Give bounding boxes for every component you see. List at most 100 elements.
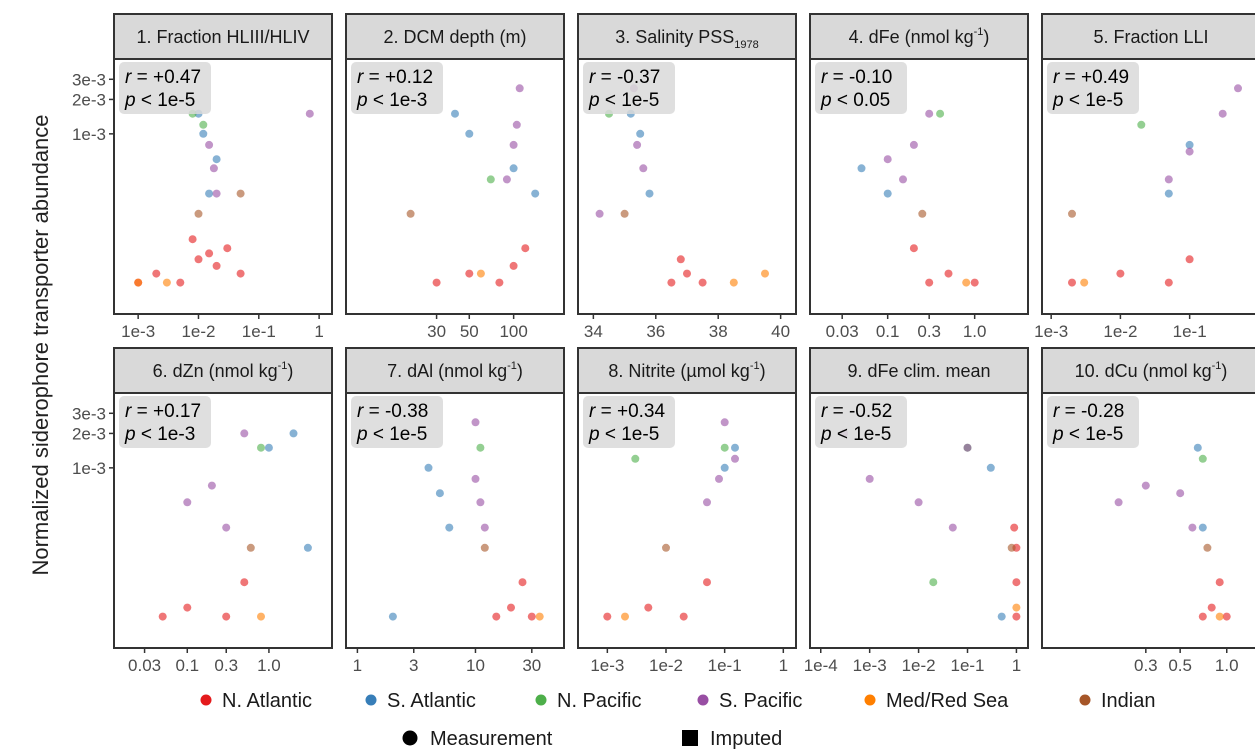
panel-8-stat-p: p < 1e-5 xyxy=(588,424,659,445)
panel-4-stat-r: r = -0.10 xyxy=(821,67,892,88)
panel-8-point-s-pacific0 xyxy=(703,498,711,507)
panel-8-point-s-pacific1 xyxy=(715,474,723,483)
panel-10-xtick-label: 0.5 xyxy=(1168,656,1192,675)
panel-9-xtick-label: 1e-2 xyxy=(902,656,936,675)
panel-3-point-indian0 xyxy=(620,209,629,218)
panel-1-point-s-atlantic2 xyxy=(212,155,221,164)
panel-4-point-s-pacific1 xyxy=(899,175,907,184)
panel-3-point-s-pacific1 xyxy=(639,164,648,173)
panel-2-point-s-atlantic0 xyxy=(451,109,459,118)
panel-5-stat-box xyxy=(1047,62,1139,114)
panel-6-point-s-pacific1 xyxy=(207,481,216,490)
panel-10-point-n-atlantic3 xyxy=(1222,612,1231,621)
panel-9-stat-box xyxy=(815,396,907,448)
panel-6-title: 6. dZn (nmol kg-1) xyxy=(153,360,294,381)
panel-10-stat-box xyxy=(1047,396,1139,448)
panel-6-point-s-pacific0 xyxy=(183,498,192,507)
panel-1-point-s-pacific3 xyxy=(305,109,314,118)
panel-7-stat-box xyxy=(351,396,443,448)
panel-10-point-s-atlantic0 xyxy=(1193,443,1202,452)
panel-2-point-n-atlantic4 xyxy=(521,244,530,253)
panel-9-point-s-pacific2 xyxy=(948,523,957,532)
panel-1-point-indian0 xyxy=(194,209,203,218)
panel-3-stat-r: r = -0.37 xyxy=(589,67,660,88)
panel-5-point-s-pacific1 xyxy=(1185,147,1194,156)
panel-3-point-med-red-sea0 xyxy=(729,278,738,287)
panel-1-point-n-atlantic4 xyxy=(212,261,221,270)
panel-1-xtick-label: 1e-1 xyxy=(242,322,276,341)
legend-imputed-icon xyxy=(682,730,698,746)
panel-3-xtick-label: 34 xyxy=(584,322,603,341)
panel-7-xtick-label: 3 xyxy=(409,656,418,675)
panels: 1. Fraction HLIII/HLIV 1e-3 1e-2 1e-1 1 1e-3 2… xyxy=(72,13,1255,675)
panel-7-point-n-atlantic2 xyxy=(527,612,536,621)
panel-4-point-n-atlantic3 xyxy=(909,244,918,253)
panel-1-point-n-atlantic6 xyxy=(236,269,245,278)
panel-2-point-s-pacific0 xyxy=(509,140,518,149)
panel-9: 9. dFe clim. mean 1e-4 1e-3 1e-2 1e-1 1 r = -0… xyxy=(804,347,1029,675)
panel-1-point-n-atlantic1 xyxy=(152,269,161,278)
panel-8-point-n-atlantic1 xyxy=(644,603,653,612)
panel-6-point-s-pacific3 xyxy=(222,523,231,532)
panel-1-point-s-pacific2 xyxy=(212,189,221,198)
panel-3-stat-box xyxy=(583,62,675,114)
panel-6-xtick-label: 0.1 xyxy=(175,656,199,675)
panel-9-point-n-atlantic3 xyxy=(1010,523,1019,532)
panel-5-point-s-pacific2 xyxy=(1218,109,1227,118)
panel-7-stat-r: r = -0.38 xyxy=(357,401,428,422)
panel-7-title: 7. dAl (nmol kg-1) xyxy=(387,360,523,381)
panel-4-point-s-pacific0 xyxy=(883,155,892,164)
y-axis-label: Normalized siderophore transporter abund… xyxy=(28,114,53,575)
panel-3-title: 3. Salinity PSS1978 xyxy=(615,27,759,51)
panel-8-point-indian0 xyxy=(662,543,670,552)
panel-2-point-s-pacific3 xyxy=(502,175,511,184)
panel-5-stat-r: r = +0.49 xyxy=(1053,67,1129,88)
panel-6: 6. dZn (nmol kg-1) 0.03 0.1 0.3 1.0 1e-3 2e-33… xyxy=(72,347,333,675)
panel-3-stat-p: p < 1e-5 xyxy=(588,90,659,111)
panel-10-point-n-pacific0 xyxy=(1198,454,1207,463)
panel-10-xtick-label: 0.3 xyxy=(1134,656,1158,675)
legend-measurement-icon xyxy=(402,730,418,746)
panel-3-point-med-red-sea1 xyxy=(761,269,769,278)
panel-2-point-s-pacific1 xyxy=(512,120,521,129)
legend-label-med-red-sea: Med/Red Sea xyxy=(886,690,1009,712)
panel-5-strip xyxy=(1041,13,1255,60)
panel-8-stat-r: r = +0.34 xyxy=(589,401,665,422)
panel-1-title: 1. Fraction HLIII/HLIV xyxy=(136,27,309,47)
panel-10-point-n-atlantic1 xyxy=(1207,603,1216,612)
legend-label-n-pacific: N. Pacific xyxy=(557,690,641,712)
panel-7-point-s-atlantic1 xyxy=(435,489,444,498)
panel-7-stat-p: p < 1e-5 xyxy=(356,424,427,445)
panel-9-point-s-pacific3 xyxy=(963,443,972,452)
panel-9-point-n-atlantic1 xyxy=(1012,578,1021,587)
legend-label-s-atlantic: S. Atlantic xyxy=(387,690,476,712)
panel-7-point-indian0 xyxy=(480,543,489,552)
panel-6-stat-p: p < 1e-3 xyxy=(124,424,195,445)
panel-3-point-s-atlantic1 xyxy=(636,129,645,138)
panel-3-xtick-label: 40 xyxy=(771,322,790,341)
panel-9-title: 9. dFe clim. mean xyxy=(847,361,990,381)
panel-10-point-s-pacific1 xyxy=(1141,481,1150,490)
panel-4-stat-p: p < 0.05 xyxy=(820,90,890,111)
panel-1-xtick-label: 1 xyxy=(314,322,323,341)
panel-2-point-n-atlantic1 xyxy=(465,269,474,278)
panel-9-point-s-atlantic1 xyxy=(986,463,995,472)
panel-9-point-n-atlantic0 xyxy=(1012,612,1021,621)
panel-8-point-n-pacific1 xyxy=(631,454,640,463)
panel-8-xtick-label: 1e-3 xyxy=(590,656,624,675)
panel-10-point-s-pacific2 xyxy=(1176,489,1185,498)
panel-7-point-n-atlantic0 xyxy=(492,612,501,621)
panel-2-stat-r: r = +0.12 xyxy=(357,67,433,88)
panel-10-xtick-label: 1.0 xyxy=(1215,656,1239,675)
panel-4-stat-box xyxy=(815,62,907,114)
panel-2-stat-p: p < 1e-3 xyxy=(356,90,427,111)
legend-swatch-s-atlantic xyxy=(365,694,377,706)
panel-1-point-n-atlantic2 xyxy=(176,278,185,287)
panel-5-point-s-atlantic1 xyxy=(1185,140,1194,149)
panel-4-xtick-label: 0.3 xyxy=(917,322,941,341)
panel-8-point-n-atlantic3 xyxy=(703,578,711,587)
panel-6-point-s-pacific2 xyxy=(240,429,249,438)
panel-3-point-s-atlantic2 xyxy=(645,189,654,198)
panel-6-point-med-red-sea0 xyxy=(257,612,265,621)
panel-3-xtick-label: 36 xyxy=(646,322,665,341)
